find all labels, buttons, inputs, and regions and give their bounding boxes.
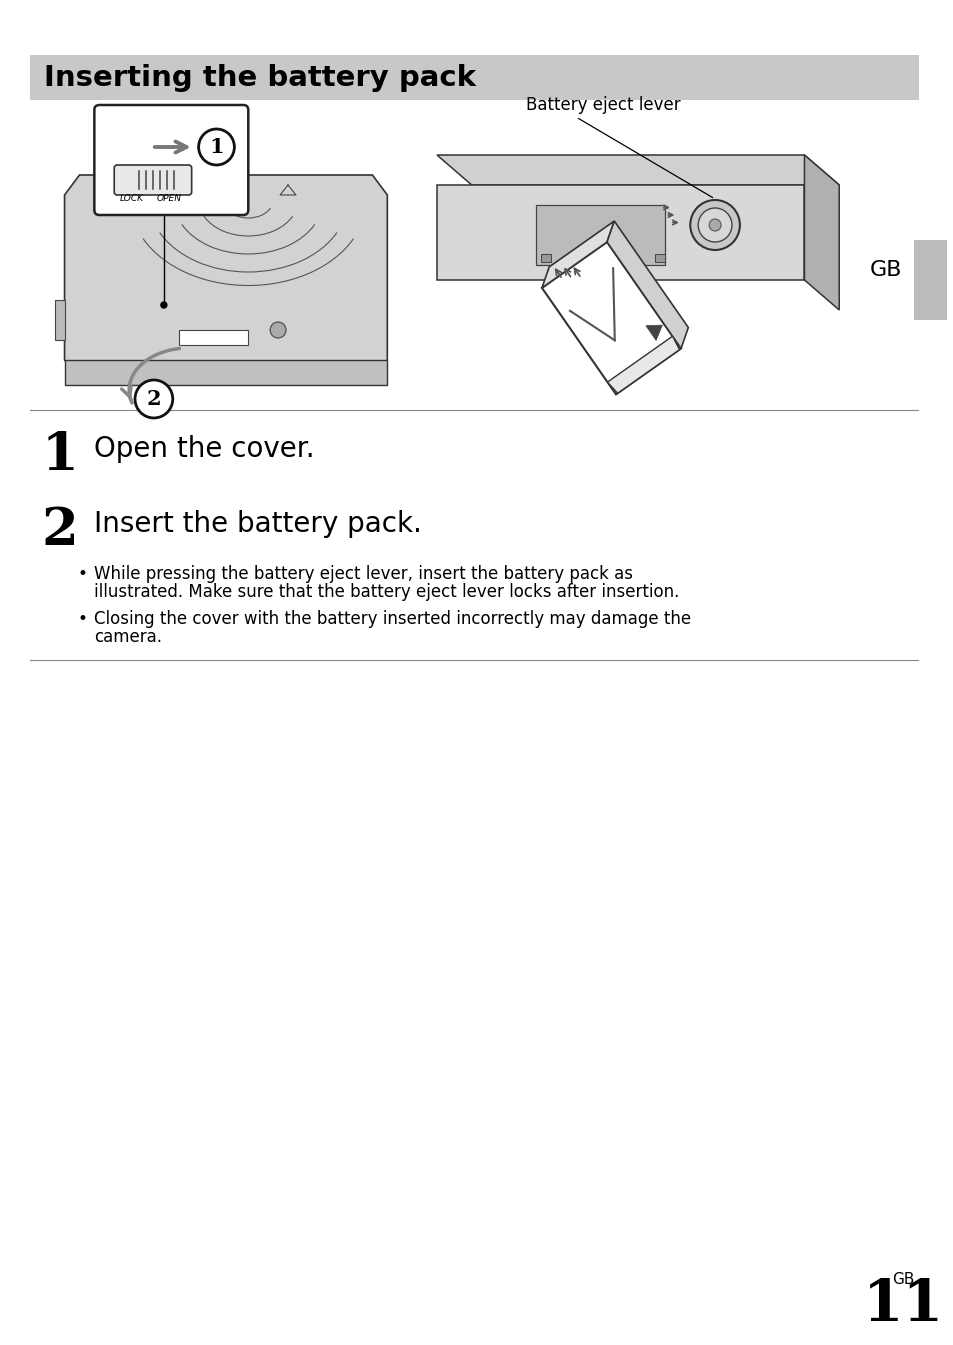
Polygon shape <box>606 221 688 348</box>
Text: camera.: camera. <box>94 628 162 646</box>
Text: While pressing the battery eject lever, insert the battery pack as: While pressing the battery eject lever, … <box>94 565 633 582</box>
Text: 2: 2 <box>42 504 78 555</box>
FancyBboxPatch shape <box>94 105 248 215</box>
Text: illustrated. Make sure that the battery eject lever locks after insertion.: illustrated. Make sure that the battery … <box>94 582 679 601</box>
Text: Battery eject lever: Battery eject lever <box>526 95 680 114</box>
Bar <box>178 330 248 346</box>
Text: Insert the battery pack.: Insert the battery pack. <box>94 510 422 538</box>
Polygon shape <box>541 242 680 394</box>
Polygon shape <box>436 186 803 280</box>
Text: 11: 11 <box>862 1276 943 1333</box>
Text: Open the cover.: Open the cover. <box>94 434 314 463</box>
Bar <box>540 254 551 262</box>
Polygon shape <box>436 155 839 186</box>
Polygon shape <box>65 175 387 378</box>
Polygon shape <box>607 336 679 393</box>
Polygon shape <box>65 360 387 385</box>
Circle shape <box>161 303 167 308</box>
Polygon shape <box>645 325 661 340</box>
Text: Closing the cover with the battery inserted incorrectly may damage the: Closing the cover with the battery inser… <box>94 611 691 628</box>
Text: •: • <box>77 611 88 628</box>
Circle shape <box>708 219 720 231</box>
Circle shape <box>198 129 234 165</box>
Polygon shape <box>54 300 65 340</box>
Bar <box>913 239 946 320</box>
Text: 1: 1 <box>209 137 224 157</box>
Polygon shape <box>541 221 614 288</box>
Bar <box>655 254 665 262</box>
Text: LOCK: LOCK <box>120 194 144 203</box>
Text: GB: GB <box>869 260 902 280</box>
Text: OPEN: OPEN <box>156 194 182 203</box>
Circle shape <box>135 381 172 418</box>
Circle shape <box>690 200 740 250</box>
Polygon shape <box>803 155 839 309</box>
Bar <box>30 55 918 100</box>
Text: 2: 2 <box>147 389 161 409</box>
Circle shape <box>270 321 286 338</box>
FancyBboxPatch shape <box>114 165 192 195</box>
Text: Inserting the battery pack: Inserting the battery pack <box>44 65 476 93</box>
Circle shape <box>698 208 731 242</box>
Text: 1: 1 <box>42 430 78 482</box>
Text: •: • <box>77 565 88 582</box>
Text: GB: GB <box>892 1272 914 1287</box>
Bar <box>536 204 665 265</box>
